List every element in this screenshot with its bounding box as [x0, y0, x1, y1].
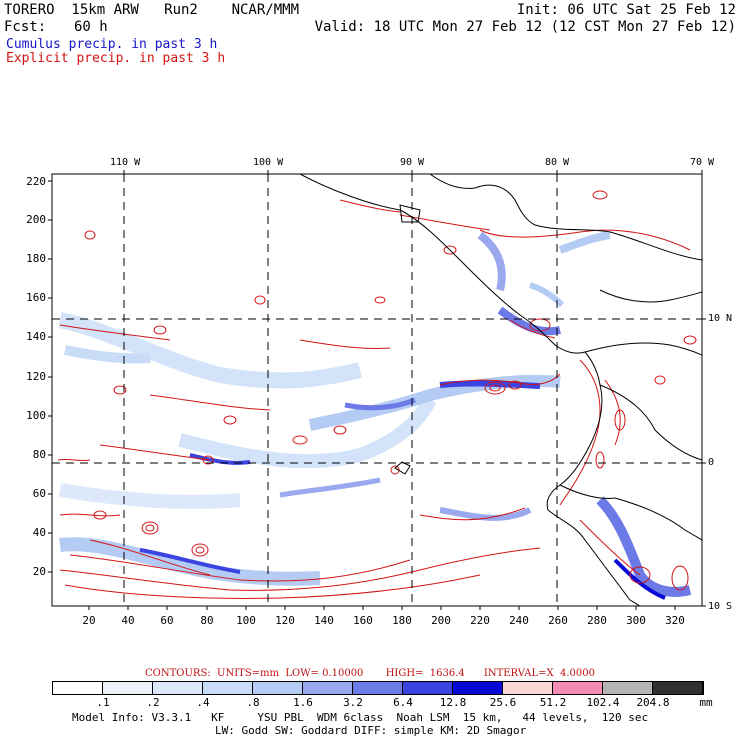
graticule — [52, 174, 702, 606]
coastlines — [299, 174, 702, 606]
colorbar-swatch — [403, 682, 453, 694]
colorbar-swatch — [103, 682, 153, 694]
colorbar-swatch — [603, 682, 653, 694]
x-tick-320: 320 — [665, 614, 685, 627]
colorbar-swatch — [653, 682, 703, 694]
x-tick-180: 180 — [392, 614, 412, 627]
colorbar-swatch — [353, 682, 403, 694]
y-tick-180: 180 — [26, 252, 46, 265]
colorbar — [52, 681, 704, 695]
x-tick-160: 160 — [353, 614, 373, 627]
x-tick-200: 200 — [431, 614, 451, 627]
lon-label-110w: 110 W — [110, 157, 141, 168]
contours-interval: INTERVAL=X 4.0000 — [483, 668, 595, 679]
y-tick-120: 120 — [26, 370, 46, 383]
y-tick-40: 40 — [32, 526, 46, 539]
colorbar-swatch — [553, 682, 603, 694]
lon-label-70w: 70 W — [690, 157, 715, 168]
forecast-hours: 60 h — [74, 19, 108, 35]
model-info-line1: Model Info: V3.3.1 KF YSU PBL WDM 6class… — [72, 711, 649, 724]
x-tick-80: 80 — [200, 614, 214, 627]
colorbar-label-12.8: 12.8 — [439, 696, 467, 709]
y-tick-20: 20 — [32, 565, 46, 578]
lat-label-0: 0 — [708, 457, 715, 468]
colorbar-label-0.2: .2 — [146, 696, 160, 709]
lat-label-10n: 10 N — [708, 313, 733, 324]
colorbar-swatch — [453, 682, 503, 694]
explicit-precip-contours — [57, 190, 697, 599]
colorbar-swatch — [253, 682, 303, 694]
y-tick-60: 60 — [32, 487, 46, 500]
y-tick-200: 200 — [26, 213, 46, 226]
model-title: TORERO 15km ARW Run2 NCAR/MMM — [4, 2, 300, 18]
contours-info: CONTOURS: UNITS=mm LOW= 0.10000 HIGH= 16… — [0, 668, 740, 679]
colorbar-label-25.6: 25.6 — [489, 696, 517, 709]
x-tick-40: 40 — [121, 614, 135, 627]
colorbar-swatch — [53, 682, 103, 694]
x-tick-120: 120 — [275, 614, 295, 627]
x-tick-240: 240 — [509, 614, 529, 627]
colorbar-label-1.6: 1.6 — [293, 696, 313, 709]
y-tick-160: 160 — [26, 291, 46, 304]
map-frame — [48, 170, 706, 610]
colorbar-label-3.2: 3.2 — [343, 696, 363, 709]
y-tick-80: 80 — [32, 448, 46, 461]
colorbar-label-6.4: 6.4 — [393, 696, 413, 709]
colorbar-label-0.4: .4 — [196, 696, 210, 709]
legend-cumulus: Cumulus precip. in past 3 h — [6, 37, 218, 52]
colorbar-swatch — [203, 682, 253, 694]
lat-label-10s: 10 S — [708, 601, 733, 612]
x-tick-300: 300 — [626, 614, 646, 627]
x-tick-280: 280 — [587, 614, 607, 627]
x-tick-100: 100 — [236, 614, 256, 627]
colorbar-label-0.8: .8 — [246, 696, 260, 709]
contours-low: LOW= 0.10000 — [285, 668, 364, 679]
x-tick-140: 140 — [314, 614, 334, 627]
colorbar-swatch — [503, 682, 553, 694]
lon-label-90w: 90 W — [400, 157, 425, 168]
contours-units: UNITS=mm — [217, 668, 280, 679]
lon-label-80w: 80 W — [545, 157, 570, 168]
model-info-line2: LW: Godd SW: Goddard DIFF: simple KM: 2D… — [215, 724, 527, 737]
lon-label-100w: 100 W — [253, 157, 284, 168]
x-tick-60: 60 — [160, 614, 174, 627]
init-time: Init: 06 UTC Sat 25 Feb 12 — [516, 2, 736, 18]
colorbar-swatch — [153, 682, 203, 694]
x-tick-260: 260 — [548, 614, 568, 627]
y-tick-220: 220 — [26, 175, 46, 188]
colorbar-label-51.2: 51.2 — [539, 696, 567, 709]
legend-explicit: Explicit precip. in past 3 h — [6, 51, 226, 66]
colorbar-label-0.1: .1 — [96, 696, 110, 709]
y-tick-140: 140 — [26, 330, 46, 343]
x-tick-20: 20 — [82, 614, 96, 627]
x-tick-220: 220 — [470, 614, 490, 627]
valid-time: Valid: 18 UTC Mon 27 Feb 12 (12 CST Mon … — [314, 19, 736, 35]
colorbar-label-204.8: 204.8 — [636, 696, 670, 709]
colorbar-label-102.4: 102.4 — [586, 696, 620, 709]
cumulus-precip-bands — [58, 231, 692, 600]
colorbar-swatch — [303, 682, 353, 694]
contours-label: CONTOURS: — [145, 668, 211, 679]
forecast-label: Fcst: — [4, 19, 47, 35]
contours-high: HIGH= 1636.4 — [385, 668, 465, 679]
y-tick-100: 100 — [26, 409, 46, 422]
colorbar-units: mm — [699, 696, 713, 709]
